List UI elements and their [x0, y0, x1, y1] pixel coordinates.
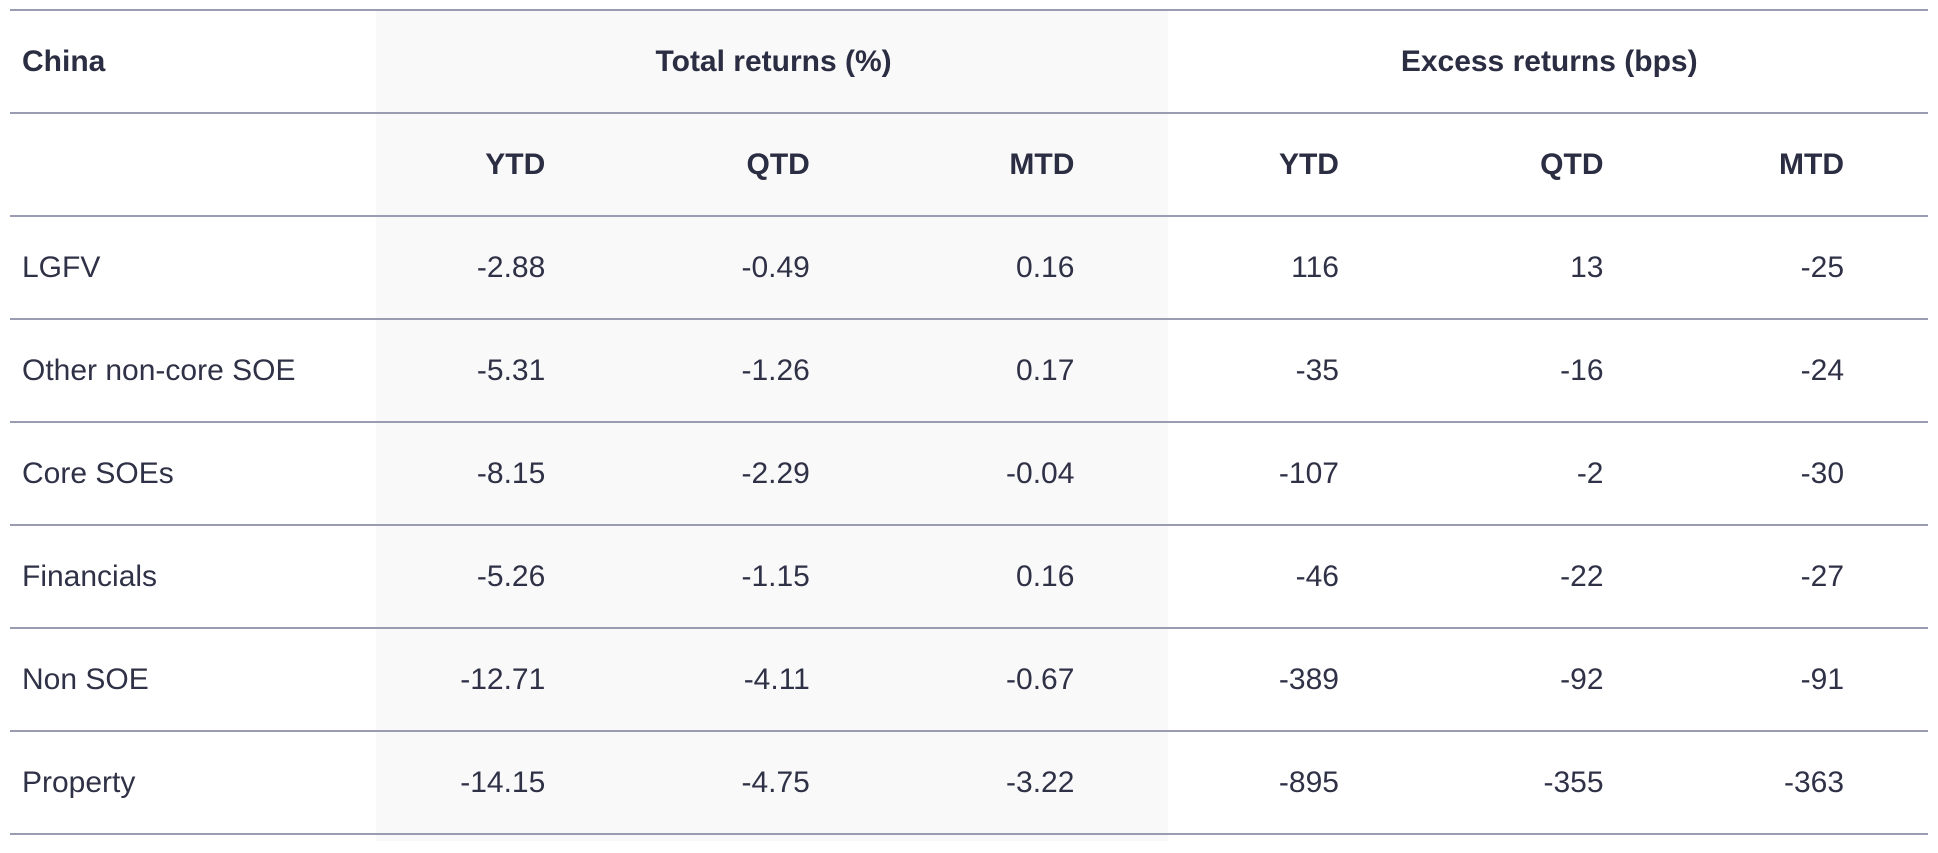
- table-row: Core SOEs -8.15 -2.29 -0.04 -107 -2 -30: [10, 421, 1928, 525]
- group-header-excess-returns: Excess returns (bps): [1170, 9, 1928, 113]
- sub-header-total-ytd: YTD: [376, 112, 642, 216]
- cell-total-mtd: -0.04: [905, 421, 1171, 525]
- table-row: LGFV -2.88 -0.49 0.16 116 13 -25: [10, 215, 1928, 319]
- cell-excess-mtd: -91: [1699, 627, 1928, 731]
- table-row: Other non-core SOE -5.31 -1.26 0.17 -35 …: [10, 318, 1928, 422]
- cell-excess-qtd: -92: [1434, 627, 1700, 731]
- table-row: Non SOE -12.71 -4.11 -0.67 -389 -92 -91: [10, 627, 1928, 731]
- cell-total-ytd: -14.15: [376, 730, 642, 835]
- cell-excess-ytd: -107: [1170, 421, 1435, 525]
- returns-table-container: China Total returns (%) Excess returns (…: [10, 9, 1928, 841]
- cell-excess-mtd: -25: [1699, 215, 1928, 319]
- cell-total-ytd: -5.26: [376, 524, 642, 628]
- cell-excess-ytd: -35: [1170, 318, 1435, 422]
- cell-total-qtd: -1.15: [641, 524, 906, 628]
- cell-total-mtd: 0.16: [905, 524, 1171, 628]
- sub-header-row: YTD QTD MTD YTD QTD MTD: [10, 112, 1928, 216]
- row-label: Non SOE: [10, 627, 377, 731]
- returns-table: China Total returns (%) Excess returns (…: [10, 9, 1928, 835]
- cell-excess-mtd: -27: [1699, 524, 1928, 628]
- cell-excess-ytd: 116: [1170, 215, 1435, 319]
- cell-excess-qtd: -355: [1434, 730, 1700, 835]
- row-label: Financials: [10, 524, 377, 628]
- cell-total-ytd: -8.15: [376, 421, 642, 525]
- cell-total-ytd: -12.71: [376, 627, 642, 731]
- row-label: Other non-core SOE: [10, 318, 377, 422]
- sub-header-excess-qtd: QTD: [1434, 112, 1700, 216]
- cell-excess-qtd: -16: [1434, 318, 1700, 422]
- sub-header-blank: [10, 112, 377, 216]
- cell-excess-qtd: -2: [1434, 421, 1700, 525]
- cell-excess-qtd: 13: [1434, 215, 1700, 319]
- row-label: Property: [10, 730, 377, 835]
- cell-total-mtd: -3.22: [905, 730, 1171, 835]
- cell-excess-qtd: -22: [1434, 524, 1700, 628]
- sub-header-total-mtd: MTD: [905, 112, 1171, 216]
- sub-header-excess-ytd: YTD: [1170, 112, 1435, 216]
- cell-total-mtd: -0.67: [905, 627, 1171, 731]
- cell-excess-mtd: -363: [1699, 730, 1928, 835]
- group-header-row: China Total returns (%) Excess returns (…: [10, 9, 1928, 113]
- table-row: Financials -5.26 -1.15 0.16 -46 -22 -27: [10, 524, 1928, 628]
- cell-total-mtd: 0.17: [905, 318, 1171, 422]
- row-label: Core SOEs: [10, 421, 377, 525]
- cell-total-ytd: -5.31: [376, 318, 642, 422]
- cell-total-qtd: -2.29: [641, 421, 906, 525]
- sub-header-total-qtd: QTD: [641, 112, 906, 216]
- cell-total-ytd: -2.88: [376, 215, 642, 319]
- cell-total-qtd: -0.49: [641, 215, 906, 319]
- cell-excess-ytd: -895: [1170, 730, 1435, 835]
- cell-total-qtd: -4.11: [641, 627, 906, 731]
- cell-total-mtd: 0.16: [905, 215, 1171, 319]
- cell-total-qtd: -1.26: [641, 318, 906, 422]
- cell-excess-mtd: -24: [1699, 318, 1928, 422]
- cell-excess-ytd: -46: [1170, 524, 1435, 628]
- table-row: Property -14.15 -4.75 -3.22 -895 -355 -3…: [10, 730, 1928, 835]
- cell-excess-ytd: -389: [1170, 627, 1435, 731]
- sub-header-excess-mtd: MTD: [1699, 112, 1928, 216]
- row-label: LGFV: [10, 215, 377, 319]
- corner-label: China: [10, 9, 377, 113]
- cell-total-qtd: -4.75: [641, 730, 906, 835]
- group-header-total-returns: Total returns (%): [376, 9, 1171, 113]
- cell-excess-mtd: -30: [1699, 421, 1928, 525]
